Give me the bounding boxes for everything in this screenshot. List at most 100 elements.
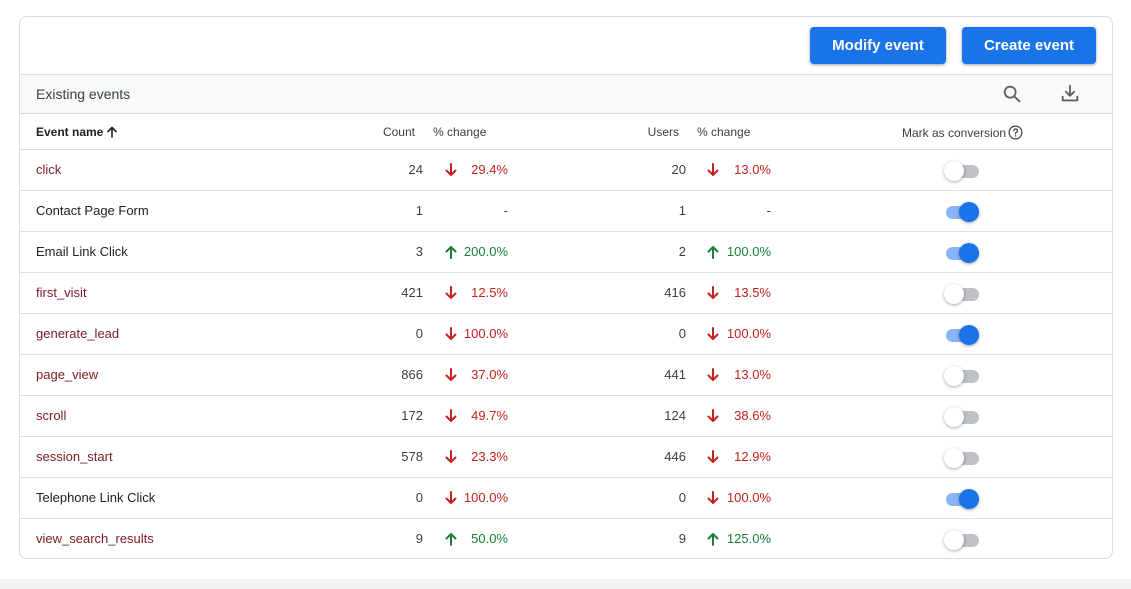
event-name-link[interactable]: Contact Page Form bbox=[36, 203, 149, 218]
users-change: 100.0% bbox=[726, 244, 771, 259]
event-count: 866 bbox=[401, 367, 423, 382]
users-change: 100.0% bbox=[726, 490, 771, 505]
event-users: 446 bbox=[664, 449, 686, 464]
conversion-toggle[interactable] bbox=[944, 324, 980, 346]
create-event-button[interactable]: Create event bbox=[962, 27, 1096, 64]
arrow-up-icon bbox=[444, 244, 458, 260]
actions-bar: Modify event Create event bbox=[20, 17, 1112, 74]
event-name-link[interactable]: click bbox=[36, 162, 62, 177]
arrow-down-icon bbox=[444, 326, 458, 342]
conversion-toggle[interactable] bbox=[944, 242, 980, 264]
event-users: 0 bbox=[678, 326, 686, 341]
toggle-knob bbox=[959, 202, 979, 222]
toggle-knob bbox=[944, 161, 964, 181]
arrow-down-icon bbox=[706, 326, 720, 342]
conversion-toggle[interactable] bbox=[944, 365, 980, 387]
count-change: 100.0% bbox=[463, 326, 508, 341]
arrow-down-icon bbox=[706, 449, 720, 465]
event-users: 416 bbox=[664, 285, 686, 300]
event-name-link[interactable]: first_visit bbox=[36, 285, 87, 300]
event-name-link[interactable]: scroll bbox=[36, 408, 67, 423]
header-count[interactable]: Count bbox=[382, 125, 415, 139]
table-row: Contact Page Form 1 - 1 - bbox=[20, 191, 1112, 232]
event-count: 0 bbox=[415, 326, 423, 341]
arrow-down-icon bbox=[444, 449, 458, 465]
sort-ascending-icon bbox=[106, 126, 118, 141]
event-count: 1 bbox=[415, 203, 423, 218]
count-change: 50.0% bbox=[471, 531, 508, 546]
arrow-up-icon bbox=[706, 531, 720, 547]
header-conversion-label: Mark as conversion bbox=[902, 126, 1007, 140]
toggle-knob bbox=[959, 325, 979, 345]
event-count: 0 bbox=[415, 490, 423, 505]
table-row: Email Link Click 3 200.0% 2 100.0% bbox=[20, 232, 1112, 273]
event-users: 1 bbox=[678, 203, 686, 218]
event-count: 578 bbox=[401, 449, 423, 464]
toggle-knob bbox=[944, 407, 964, 427]
conversion-toggle[interactable] bbox=[944, 488, 980, 510]
arrow-down-icon bbox=[706, 408, 720, 424]
table-header: Event name Count % change Users % change… bbox=[20, 114, 1112, 150]
event-name-link[interactable]: session_start bbox=[36, 449, 113, 464]
event-name-link[interactable]: Telephone Link Click bbox=[36, 490, 156, 505]
conversion-toggle[interactable] bbox=[944, 201, 980, 223]
arrow-down-icon bbox=[444, 162, 458, 178]
table-row: session_start 578 23.3% 446 12.9% bbox=[20, 437, 1112, 478]
conversion-toggle[interactable] bbox=[944, 447, 980, 469]
header-conversion: Mark as conversion bbox=[902, 125, 1023, 143]
help-icon[interactable] bbox=[1008, 125, 1023, 143]
search-icon[interactable] bbox=[1001, 83, 1023, 105]
toggle-knob bbox=[944, 530, 964, 550]
users-change: 12.9% bbox=[734, 449, 771, 464]
table-row: click 24 29.4% 20 13.0% bbox=[20, 150, 1112, 191]
count-change: 100.0% bbox=[463, 490, 508, 505]
event-name-link[interactable]: page_view bbox=[36, 367, 99, 382]
event-count: 172 bbox=[401, 408, 423, 423]
table-title: Existing events bbox=[36, 86, 131, 102]
event-name-link[interactable]: generate_lead bbox=[36, 326, 120, 341]
header-event-name[interactable]: Event name bbox=[36, 125, 118, 141]
toggle-knob bbox=[944, 448, 964, 468]
table-row: generate_lead 0 100.0% 0 100.0% bbox=[20, 314, 1112, 355]
table-row: scroll 172 49.7% 124 38.6% bbox=[20, 396, 1112, 437]
events-card: Modify event Create event Existing event… bbox=[19, 16, 1113, 559]
header-users[interactable]: Users bbox=[647, 125, 679, 139]
table-row: Telephone Link Click 0 100.0% 0 100.0% bbox=[20, 478, 1112, 519]
event-users: 441 bbox=[664, 367, 686, 382]
event-users: 20 bbox=[671, 162, 686, 177]
header-users-change: % change bbox=[697, 125, 751, 139]
event-count: 421 bbox=[401, 285, 423, 300]
header-count-change: % change bbox=[433, 125, 487, 139]
header-event-name-label: Event name bbox=[36, 125, 104, 139]
download-icon[interactable] bbox=[1059, 83, 1081, 105]
conversion-toggle[interactable] bbox=[944, 160, 980, 182]
arrow-down-icon bbox=[444, 490, 458, 506]
conversion-toggle[interactable] bbox=[944, 529, 980, 551]
event-users: 9 bbox=[678, 531, 686, 546]
count-change: 37.0% bbox=[471, 367, 508, 382]
users-change: 38.6% bbox=[734, 408, 771, 423]
toggle-knob bbox=[944, 284, 964, 304]
event-users: 124 bbox=[664, 408, 686, 423]
toggle-knob bbox=[959, 243, 979, 263]
page-footer-strip bbox=[0, 579, 1131, 589]
arrow-down-icon bbox=[444, 408, 458, 424]
arrow-down-icon bbox=[706, 367, 720, 383]
arrow-down-icon bbox=[706, 162, 720, 178]
arrow-down-icon bbox=[706, 490, 720, 506]
arrow-up-icon bbox=[444, 531, 458, 547]
conversion-toggle[interactable] bbox=[944, 406, 980, 428]
modify-event-button[interactable]: Modify event bbox=[810, 27, 946, 64]
event-name-link[interactable]: Email Link Click bbox=[36, 244, 128, 259]
count-change: 12.5% bbox=[471, 285, 508, 300]
event-name-link[interactable]: view_search_results bbox=[36, 531, 154, 546]
count-change: - bbox=[503, 203, 508, 218]
conversion-toggle[interactable] bbox=[944, 283, 980, 305]
table-row: page_view 866 37.0% 441 13.0% bbox=[20, 355, 1112, 396]
table-row: first_visit 421 12.5% 416 13.5% bbox=[20, 273, 1112, 314]
users-change: - bbox=[766, 203, 771, 218]
users-change: 100.0% bbox=[726, 326, 771, 341]
arrow-down-icon bbox=[444, 367, 458, 383]
users-change: 13.0% bbox=[734, 162, 771, 177]
